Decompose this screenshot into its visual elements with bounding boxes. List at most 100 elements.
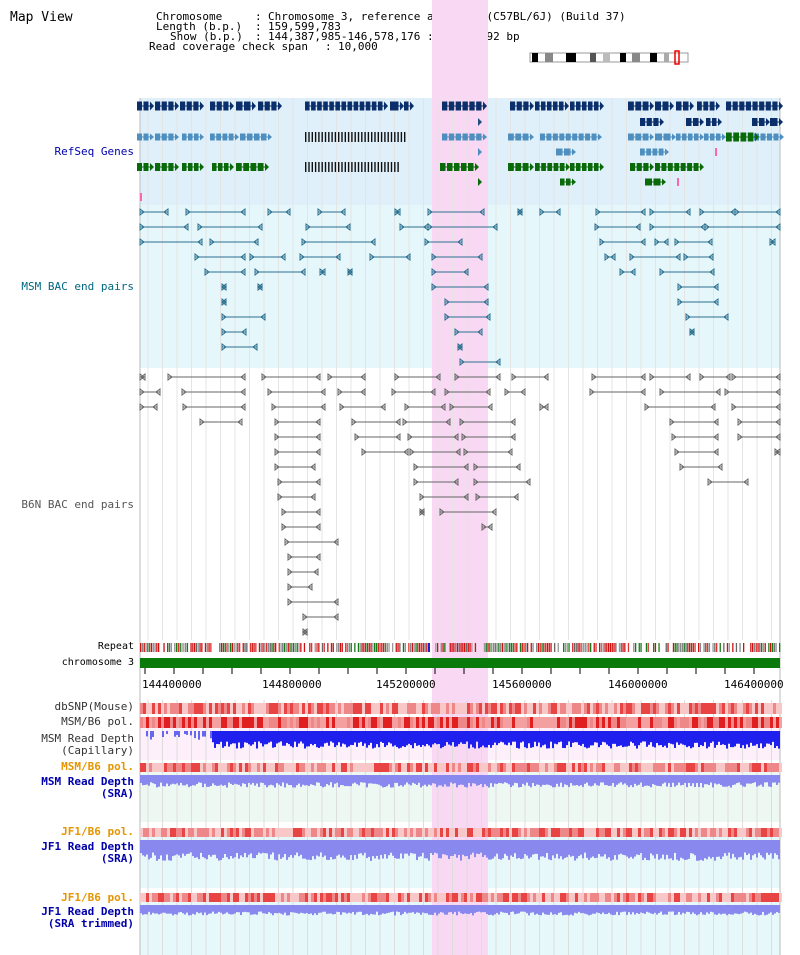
variation-cell [173,893,176,902]
variation-cell [290,828,293,837]
read-depth-bar [316,731,318,748]
variation-cell [383,893,386,902]
gene-exon [703,101,709,111]
read-depth-bar [412,775,414,783]
variation-cell [728,763,731,772]
read-depth-bar [604,775,606,785]
read-depth-bar [568,775,570,787]
repeat-element [397,643,399,652]
read-depth-bar [484,775,486,785]
variation-cell [467,763,470,772]
track-label-msm-bac[interactable]: MSM BAC end pairs [21,280,134,293]
repeat-element [536,643,538,652]
variation-cell [503,703,506,714]
read-depth-bar [238,840,240,859]
read-depth-bar [734,840,736,858]
variation-cell [359,703,362,714]
repeat-element [485,643,487,652]
variation-cell [581,763,584,772]
bac-end-marker [285,208,291,216]
variation-cell [212,893,215,902]
read-depth-bar [150,731,152,740]
variation-cell [626,828,629,837]
read-depth-bar [468,731,470,749]
variation-cell [440,703,443,714]
read-depth-bar [626,840,628,857]
variation-cell [698,717,701,728]
read-depth-bar [622,731,624,748]
variation-cell [314,717,317,728]
read-depth-bar [622,840,624,855]
read-depth-bar [318,775,320,783]
variation-cell [458,828,461,837]
read-depth-bar [638,840,640,856]
read-depth-bar [696,731,698,743]
variation-cell [626,703,629,714]
read-depth-bar [468,840,470,860]
read-depth-bar [212,731,214,743]
bac-end-marker [595,208,601,216]
bac-end-marker [515,463,521,471]
variation-cell [494,763,497,772]
variation-cell [401,828,404,837]
variation-cell [680,717,683,728]
variation-cell [338,703,341,714]
bac-end-marker [240,253,246,261]
variation-cell [614,763,617,772]
read-depth-bar [670,731,672,744]
variation-cell [470,717,473,728]
read-depth-bar [518,840,520,858]
track-label-b6n-bac[interactable]: B6N BAC end pairs [21,498,134,511]
repeat-element [145,643,147,652]
variation-cell [428,717,431,728]
read-depth-bar [418,905,420,913]
read-depth-bar [314,775,316,786]
gene-exon [351,162,353,172]
read-depth-bar [334,905,336,915]
repeat-element [509,643,511,652]
read-depth-bar [440,731,442,749]
repeat-element [546,643,549,652]
read-depth-bar [472,905,474,916]
repeat-element [771,643,774,652]
variation-cell [290,717,293,728]
variation-cell [722,717,725,728]
repeat-element [503,643,505,652]
gene-exon [662,101,669,111]
variation-cell [545,893,548,902]
read-depth-bar [140,905,142,914]
bac-end-marker [507,448,513,456]
read-depth-bar [268,905,270,913]
variation-cell [395,703,398,714]
gene-exon [540,133,545,141]
read-depth-bar [712,905,714,913]
read-depth-bar [194,905,196,915]
track-label-refseq[interactable]: RefSeq Genes [54,145,134,158]
read-depth-bar [610,905,612,915]
variation-cell [533,828,536,837]
variation-cell [254,893,257,902]
bac-end-marker [413,478,419,486]
track-label-msm-cap: MSM Read Depth [41,732,134,745]
repeat-element [541,643,543,652]
read-depth-bar [408,840,410,856]
gene-exon [394,132,396,142]
variation-cell [695,828,698,837]
read-depth-bar [522,840,524,859]
read-depth-bar [592,905,594,914]
variation-cell [239,893,242,902]
gene-exon [361,132,363,142]
variation-cell [374,828,377,837]
gene-strand-arrow [175,163,179,171]
read-depth-bar [452,840,454,856]
read-depth-bar [392,840,394,856]
variation-cell [455,893,458,902]
variation-cell [458,717,461,728]
variation-cell [389,763,392,772]
repeat-element [195,643,198,652]
read-depth-bar [358,731,360,743]
gene-strand-arrow [690,101,694,111]
variation-cell [434,703,437,714]
variation-cell [173,717,176,728]
